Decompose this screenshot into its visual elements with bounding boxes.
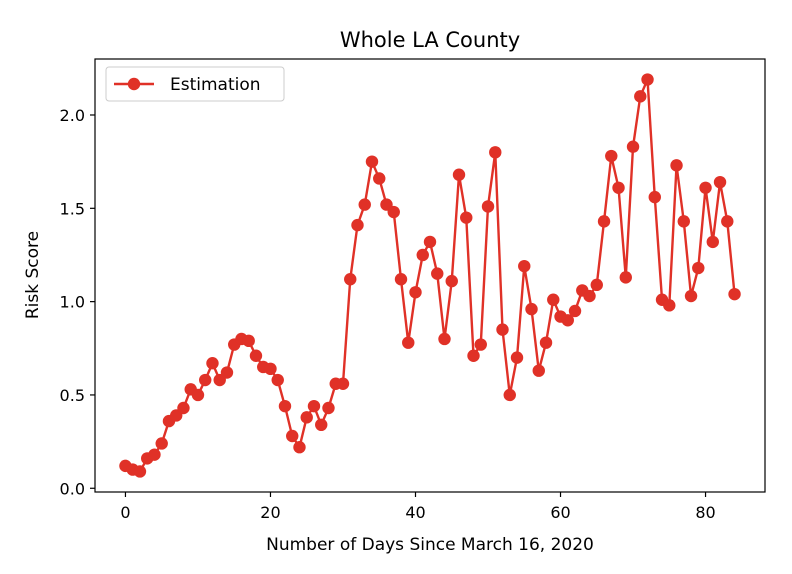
data-point: [199, 373, 212, 387]
data-point: [489, 146, 502, 159]
data-point: [409, 286, 422, 299]
x-tick-label: 60: [550, 503, 570, 522]
data-point: [336, 377, 350, 390]
data-point: [286, 429, 299, 443]
data-point: [481, 200, 495, 213]
data-point: [728, 287, 741, 301]
series-line-estimation: [124, 78, 736, 473]
legend-marker-swatch: [127, 77, 141, 91]
data-point: [605, 149, 618, 163]
data-point: [619, 271, 632, 284]
data-point: [510, 351, 524, 364]
y-tick-label: 0.0: [60, 479, 85, 498]
data-point: [474, 338, 487, 351]
data-point: [684, 289, 698, 303]
data-point: [699, 181, 712, 194]
data-point: [220, 366, 234, 379]
legend: Estimation: [105, 66, 285, 102]
data-point: [503, 388, 516, 402]
data-point: [547, 293, 560, 306]
data-point: [351, 218, 364, 232]
series-layer: [119, 73, 741, 478]
y-tick-label: 1.0: [60, 293, 85, 312]
chart-title: Whole LA County: [340, 28, 520, 52]
data-point: [402, 336, 415, 349]
data-point: [460, 211, 473, 224]
data-point: [191, 388, 205, 402]
y-tick-label: 1.5: [60, 199, 85, 218]
data-point: [315, 418, 328, 432]
data-point: [670, 159, 683, 172]
data-point: [416, 248, 429, 262]
data-point: [264, 362, 277, 376]
data-point: [344, 273, 357, 286]
data-point: [271, 373, 284, 387]
data-point: [452, 168, 466, 181]
data-point: [721, 215, 734, 228]
data-point: [278, 399, 292, 413]
x-axis-ticks: 0 20 40 60 80: [120, 492, 716, 522]
data-point: [206, 357, 219, 370]
data-point: [177, 401, 190, 415]
plot-area-border: [94, 58, 766, 493]
data-point: [496, 323, 509, 336]
data-point: [590, 278, 603, 292]
data-point: [677, 215, 690, 228]
data-point: [300, 411, 313, 424]
data-point: [431, 267, 444, 280]
data-point: [539, 336, 553, 349]
data-point: [307, 399, 321, 413]
y-axis-label: Risk Score: [23, 231, 43, 319]
data-point: [242, 334, 255, 348]
data-point: [387, 205, 400, 219]
data-point: [358, 198, 371, 211]
data-point: [626, 140, 640, 153]
data-point: [155, 437, 168, 450]
data-point: [663, 299, 676, 312]
data-point: [692, 261, 705, 275]
data-point: [532, 364, 545, 377]
data-point: [373, 172, 386, 185]
legend-box: [105, 66, 285, 102]
legend-entry-estimation: Estimation: [170, 75, 261, 95]
data-point: [634, 90, 647, 103]
x-tick-label: 0: [120, 503, 130, 522]
data-point: [525, 302, 538, 316]
data-point: [423, 235, 437, 249]
data-point: [467, 349, 480, 362]
y-tick-label: 2.0: [60, 106, 85, 125]
data-point: [612, 181, 625, 194]
x-axis-label: Number of Days Since March 16, 2020: [266, 535, 594, 555]
x-tick-label: 80: [695, 503, 715, 522]
data-point: [394, 273, 408, 286]
y-axis-ticks: 0.0 0.5 1.0 1.5 2.0: [60, 106, 95, 498]
data-point: [148, 448, 161, 461]
data-point: [641, 73, 654, 86]
data-point: [365, 155, 379, 168]
x-tick-label: 20: [260, 503, 280, 522]
y-tick-label: 0.5: [60, 386, 85, 405]
axes-frame: [94, 58, 766, 493]
data-point: [648, 190, 661, 204]
data-point: [322, 401, 335, 415]
data-point: [713, 175, 727, 189]
x-tick-label: 40: [405, 503, 425, 522]
data-point: [445, 274, 458, 288]
data-point: [568, 304, 582, 318]
data-point: [293, 441, 306, 454]
data-point: [518, 259, 531, 273]
data-point: [583, 289, 596, 303]
data-point: [133, 465, 147, 478]
data-point: [706, 235, 719, 249]
data-point: [249, 349, 263, 362]
data-point: [561, 314, 574, 327]
data-point: [597, 215, 611, 228]
data-point: [438, 332, 451, 346]
